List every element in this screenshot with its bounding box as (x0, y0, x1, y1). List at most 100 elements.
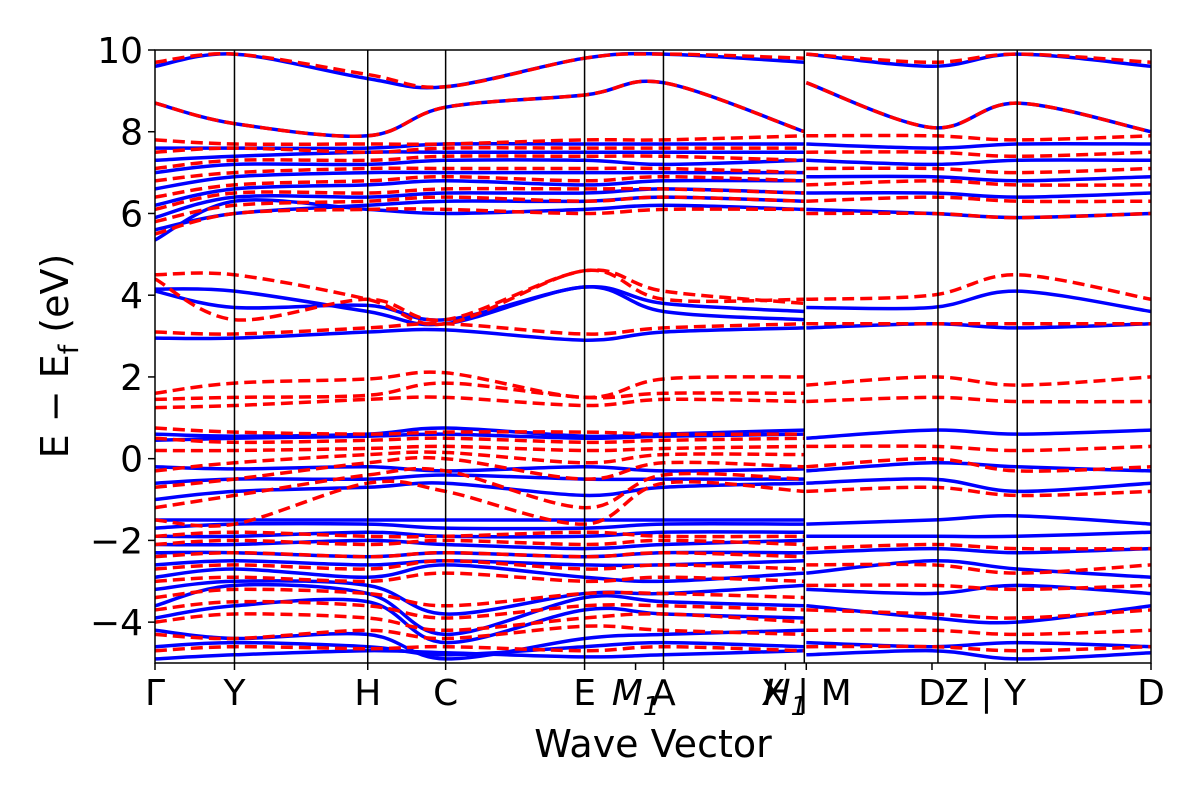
dashed-band-line (806, 375, 1151, 387)
dashed-band-line (155, 381, 805, 402)
solid-band-line (806, 648, 1151, 661)
y-axis-label-unit: (eV) (33, 254, 77, 345)
solid-band-line (155, 521, 805, 531)
dashed-band-line (155, 174, 805, 199)
solid-band-line (155, 326, 805, 342)
solid-band-line (155, 150, 805, 163)
solid-band-line (806, 559, 1151, 579)
x-tick-label-main: Y (222, 673, 246, 714)
x-tick-label-main: A (651, 673, 676, 714)
dashed-band-line (155, 436, 805, 445)
dashed-band-line (155, 268, 805, 323)
y-axis-ticks: 10 8 6 4 2 0 −2 −4 (90, 31, 155, 644)
dashed-band-line (806, 195, 1151, 204)
dashed-band-line (806, 395, 1151, 404)
x-tick-label: C (433, 673, 458, 714)
y-tick-label: 4 (120, 276, 143, 317)
dashed-band-line (806, 273, 1151, 302)
x-tick-label: M1 (612, 673, 660, 722)
solid-band-line (155, 648, 805, 661)
y-tick-label: 0 (120, 440, 143, 481)
solid-band-line (155, 538, 805, 551)
x-tick-label-main: C (433, 673, 458, 714)
y-axis-label: E − Ef (eV) (33, 254, 85, 459)
solid-band-line (806, 289, 1151, 314)
y-tick-label: 2 (120, 358, 143, 399)
x-tick-label: E (573, 673, 596, 714)
solid-band-line (155, 198, 805, 242)
x-tick-label-main: M (612, 673, 643, 714)
y-axis-label-main: E − E (33, 354, 77, 458)
solid-band-line (806, 322, 1151, 330)
x-tick-label-main: Z | Y (944, 673, 1027, 714)
y-tick-label: −4 (90, 603, 143, 644)
solid-band-line (806, 604, 1151, 625)
bands-layer (155, 51, 1151, 661)
solid-band-line (806, 546, 1151, 555)
dashed-band-line (155, 450, 805, 473)
solid-band-line (155, 481, 805, 502)
dashed-band-line (806, 542, 1151, 551)
x-tick-label: H1 (764, 673, 808, 722)
dashed-band-line (155, 444, 805, 453)
y-tick-label: 8 (120, 113, 143, 154)
x-tick-label: Z | Y (944, 673, 1027, 714)
x-tick-label-main: H (764, 673, 791, 714)
x-tick-label-main: Γ (145, 673, 165, 714)
y-tick-label: 10 (97, 31, 143, 72)
dashed-band-line (806, 211, 1151, 220)
x-tick-label: Γ (145, 673, 165, 714)
x-tick-label-main: H (354, 673, 381, 714)
x-tick-label-sub: 1 (643, 692, 660, 722)
y-tick-label: 6 (120, 194, 143, 235)
x-tick-label: Y (222, 673, 246, 714)
dashed-band-line (155, 644, 805, 653)
solid-band-line (806, 141, 1151, 150)
dashed-band-line (806, 608, 1151, 620)
solid-band-line (806, 190, 1151, 199)
dashed-band-line (155, 395, 805, 410)
dashed-band-line (806, 166, 1151, 175)
dashed-band-line (155, 134, 805, 147)
dashed-band-line (806, 133, 1151, 142)
dashed-band-line (806, 583, 1151, 592)
x-axis-label: Wave Vector (534, 722, 772, 766)
dashed-band-line (806, 179, 1151, 187)
dashed-band-line (155, 154, 805, 171)
dashed-band-line (806, 150, 1151, 159)
dashed-band-line (155, 166, 805, 183)
solid-band-line (806, 428, 1151, 440)
x-tick-label: D (1137, 673, 1165, 714)
x-tick-label-main: X | M (761, 673, 852, 714)
solid-band-line (155, 432, 805, 443)
dashed-band-line (806, 52, 1151, 65)
solid-band-line (155, 158, 805, 175)
y-tick-label: −2 (90, 521, 143, 562)
x-tick-label-main: E (573, 673, 596, 714)
dashed-band-line (155, 321, 805, 336)
x-tick-label: D (918, 673, 946, 714)
dashed-band-line (155, 538, 805, 547)
dashed-band-line (806, 485, 1151, 498)
solid-band-line (806, 174, 1151, 183)
x-tick-label: H (354, 673, 381, 714)
solid-band-line (155, 640, 805, 657)
y-axis-label-sub: f (54, 343, 85, 354)
dashed-band-line (806, 628, 1151, 637)
dashed-band-line (806, 444, 1151, 453)
x-tick-label-main: D (1137, 673, 1165, 714)
solid-band-line (806, 158, 1151, 167)
dashed-band-line (155, 146, 805, 154)
solid-band-line (155, 465, 805, 473)
dashed-band-line (805, 81, 1151, 134)
x-tick-label-sub: 1 (791, 692, 808, 722)
solid-band-line (806, 477, 1151, 494)
solid-band-line (805, 81, 1151, 134)
x-tick-label-main: D (918, 673, 946, 714)
dashed-band-line (155, 79, 805, 138)
segment-divider-lines (233, 50, 1018, 663)
x-tick-label: X | M (761, 673, 852, 714)
dashed-band-line (155, 530, 805, 539)
